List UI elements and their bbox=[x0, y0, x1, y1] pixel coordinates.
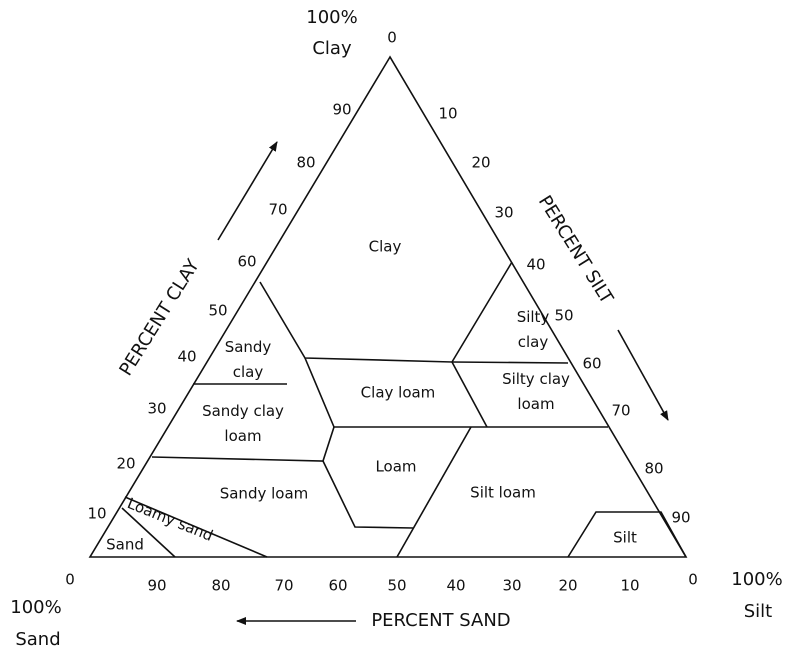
region-label: Clay loam bbox=[361, 384, 436, 402]
tick-label: 0 bbox=[65, 571, 75, 589]
corner-label: Silt bbox=[744, 601, 773, 622]
tick-label: 70 bbox=[274, 577, 293, 595]
tick-label: 0 bbox=[688, 571, 698, 589]
corner-label: Sand bbox=[15, 629, 60, 650]
boundary bbox=[259, 261, 513, 363]
tick-label: 20 bbox=[471, 154, 490, 172]
region-label: Silty bbox=[517, 308, 550, 326]
boundary bbox=[121, 507, 176, 558]
boundary bbox=[567, 511, 687, 558]
region-label: loam bbox=[224, 427, 261, 445]
boundary bbox=[124, 496, 268, 558]
corner-percent: 100% bbox=[731, 569, 782, 590]
region-label: Sand bbox=[106, 536, 144, 554]
tick-label: 70 bbox=[268, 201, 287, 219]
tick-label: 30 bbox=[494, 204, 513, 222]
tick-label: 30 bbox=[502, 577, 521, 595]
tick-label: 20 bbox=[116, 455, 135, 473]
boundaries bbox=[88, 55, 688, 558]
region-label: clay bbox=[233, 363, 264, 381]
tick-label: 10 bbox=[438, 105, 457, 123]
boundary bbox=[322, 460, 414, 529]
boundary bbox=[451, 361, 569, 364]
tick-label: 60 bbox=[328, 577, 347, 595]
tick-label: 30 bbox=[147, 400, 166, 418]
region-label: Loam bbox=[375, 458, 416, 476]
tick-label: 10 bbox=[87, 505, 106, 523]
tick-label: 40 bbox=[526, 256, 545, 274]
boundary bbox=[396, 426, 472, 558]
region-label: Sandy bbox=[225, 338, 272, 356]
region-label: Silt loam bbox=[470, 484, 536, 502]
tick-label: 50 bbox=[554, 307, 573, 325]
tick-label: 90 bbox=[332, 101, 351, 119]
boundary bbox=[304, 357, 608, 428]
tick-label: 40 bbox=[177, 348, 196, 366]
arrow bbox=[617, 329, 669, 421]
axis-title: PERCENT SAND bbox=[371, 610, 510, 631]
tick-label: 70 bbox=[611, 402, 630, 420]
corner-percent: 100% bbox=[306, 7, 357, 28]
region-label: loam bbox=[517, 395, 554, 413]
region-label: Silty clay bbox=[502, 370, 570, 388]
tick-label: 40 bbox=[446, 577, 465, 595]
arrow bbox=[217, 141, 278, 241]
triangle bbox=[88, 55, 688, 558]
axis-title: PERCENT SILT bbox=[534, 192, 618, 308]
tick-label: 80 bbox=[644, 460, 663, 478]
tick-label: 0 bbox=[387, 29, 397, 47]
region-label: clay bbox=[518, 333, 549, 351]
arrows bbox=[217, 141, 669, 625]
tick-label: 90 bbox=[147, 577, 166, 595]
corner-percent: 100% bbox=[10, 597, 61, 618]
region-label: Silt bbox=[613, 529, 637, 547]
tick-label: 60 bbox=[237, 253, 256, 271]
tick-label: 90 bbox=[671, 509, 690, 527]
region-label: Sandy loam bbox=[220, 485, 309, 503]
tick-label: 50 bbox=[387, 577, 406, 595]
region-label: Sandy clay bbox=[202, 402, 284, 420]
corner-label: Clay bbox=[312, 38, 352, 59]
tick-label: 10 bbox=[620, 577, 639, 595]
tick-label: 80 bbox=[211, 577, 230, 595]
boundary bbox=[451, 361, 488, 428]
tick-label: 20 bbox=[558, 577, 577, 595]
tick-label: 50 bbox=[208, 302, 227, 320]
tick-label: 60 bbox=[582, 355, 601, 373]
region-label: Clay bbox=[369, 238, 402, 256]
tick-label: 80 bbox=[296, 154, 315, 172]
